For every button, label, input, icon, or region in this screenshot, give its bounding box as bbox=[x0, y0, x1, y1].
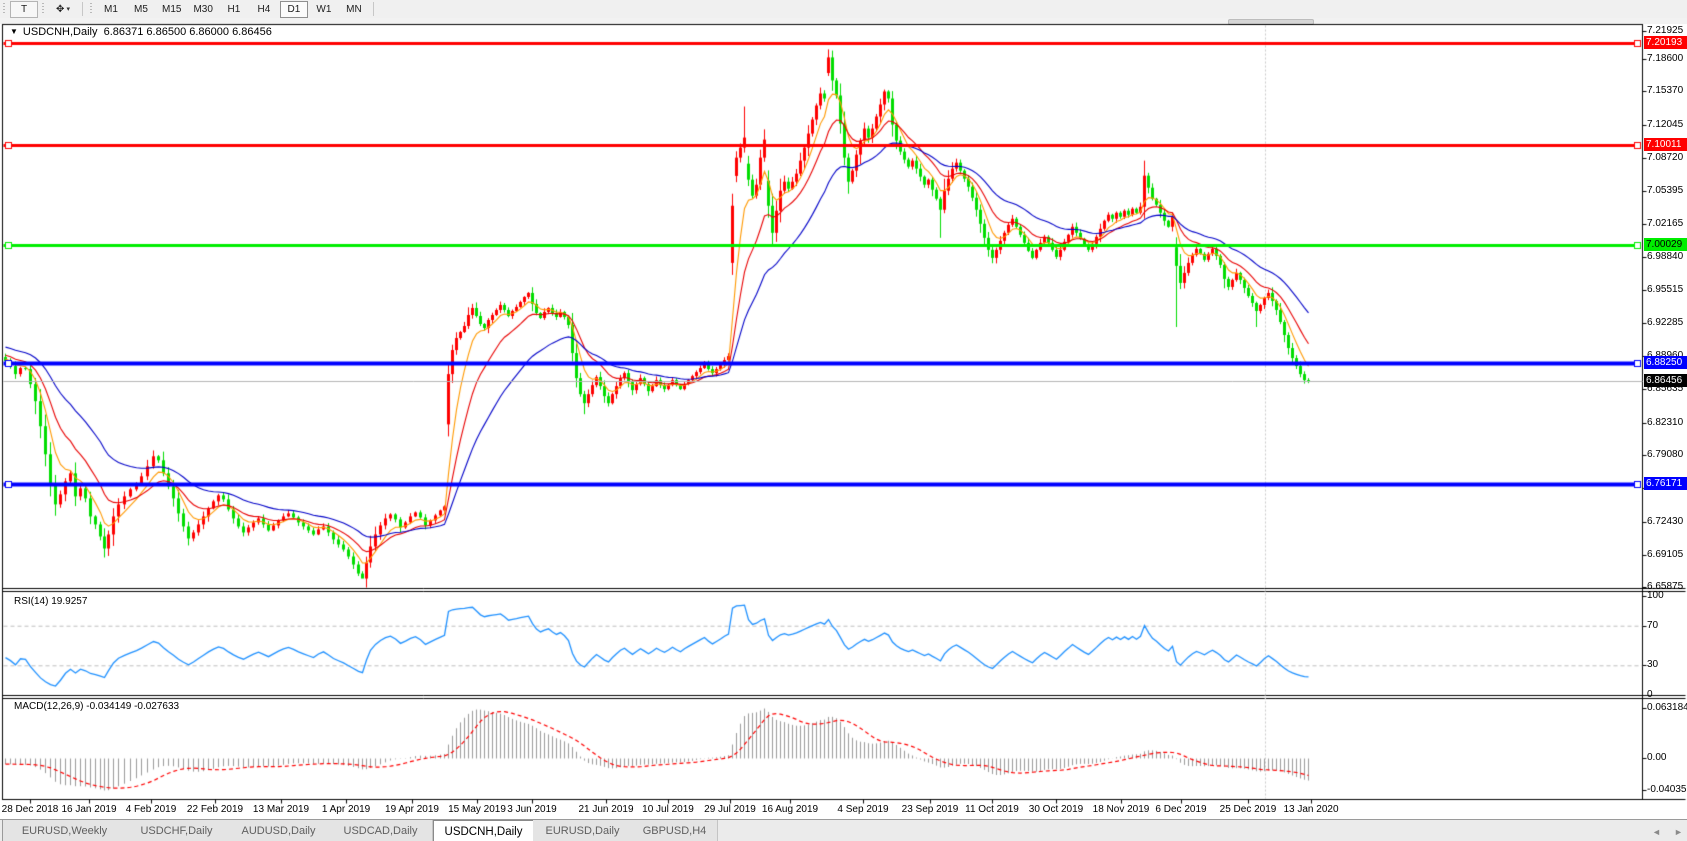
rsi-tick-label: 100 bbox=[1647, 590, 1664, 601]
date-tick-label: 13 Jan 2020 bbox=[1283, 804, 1339, 815]
price-tick-label: 6.85635 bbox=[1647, 383, 1684, 394]
date-tick-label: 4 Sep 2019 bbox=[837, 804, 889, 815]
symbol-dropdown-icon[interactable]: ▼ bbox=[10, 27, 18, 36]
hline-price-badge: 6.76171 bbox=[1644, 477, 1687, 490]
price-tick-label: 7.05395 bbox=[1647, 185, 1684, 196]
macd-indicator-label: MACD(12,26,9) -0.034149 -0.027633 bbox=[14, 701, 179, 712]
rsi-tick-label: 70 bbox=[1647, 620, 1659, 631]
rsi-value: 19.9257 bbox=[51, 596, 88, 607]
tab-scroll-right-icon[interactable]: ► bbox=[1674, 827, 1683, 837]
chart-tab-gbpusd-h4[interactable]: GBPUSD,H4 bbox=[632, 820, 718, 841]
hline-price-badge: 7.00029 bbox=[1644, 238, 1687, 251]
date-tick-label: 22 Feb 2019 bbox=[186, 804, 244, 815]
date-tick-label: 6 Dec 2019 bbox=[1155, 804, 1207, 815]
date-tick-label: 3 Jun 2019 bbox=[507, 804, 557, 815]
date-tick-label: 16 Aug 2019 bbox=[761, 804, 819, 815]
price-tick-label: 6.79080 bbox=[1647, 449, 1684, 460]
hline-price-badge: 7.20193 bbox=[1644, 36, 1687, 49]
current-price-badge: 6.86456 bbox=[1644, 374, 1687, 387]
date-tick-label: 19 Apr 2019 bbox=[385, 804, 439, 815]
date-tick-label: 16 Jan 2019 bbox=[61, 804, 117, 815]
macd-tick-label: 0.063184 bbox=[1647, 702, 1687, 713]
chart-tab-usdcad-daily[interactable]: USDCAD,Daily bbox=[329, 820, 433, 841]
chart-tab-eurusd-weekly[interactable]: EURUSD,Weekly bbox=[2, 820, 127, 841]
hline-price-badge: 7.10011 bbox=[1644, 138, 1687, 151]
price-tick-label: 6.72430 bbox=[1647, 516, 1684, 527]
date-tick-label: 29 Jul 2019 bbox=[704, 804, 756, 815]
price-tick-label: 7.18600 bbox=[1647, 53, 1684, 64]
date-tick-label: 21 Jun 2019 bbox=[578, 804, 634, 815]
chart-tab-usdcnh-daily[interactable]: USDCNH,Daily bbox=[433, 820, 534, 841]
price-tick-label: 6.98840 bbox=[1647, 251, 1684, 262]
date-tick-label: 1 Apr 2019 bbox=[321, 804, 371, 815]
date-tick-label: 10 Jul 2019 bbox=[642, 804, 694, 815]
date-tick-label: 23 Sep 2019 bbox=[901, 804, 959, 815]
chart-tab-audusd-daily[interactable]: AUDUSD,Daily bbox=[228, 820, 330, 841]
macd-tick-label: -0.040355 bbox=[1647, 784, 1687, 795]
price-tick-label: 6.82310 bbox=[1647, 417, 1684, 428]
rsi-name: RSI(14) bbox=[14, 596, 49, 607]
price-tick-label: 7.08720 bbox=[1647, 152, 1684, 163]
chart-tab-usdchf-daily[interactable]: USDCHF,Daily bbox=[125, 820, 229, 841]
price-tick-label: 6.95515 bbox=[1647, 284, 1684, 295]
chart-tab-eurusd-daily[interactable]: EURUSD,Daily bbox=[533, 820, 633, 841]
tab-scroll-left-icon[interactable]: ◄ bbox=[1652, 827, 1661, 837]
price-tick-label: 6.92285 bbox=[1647, 317, 1684, 328]
hline-price-badge: 6.88250 bbox=[1644, 356, 1687, 369]
price-tick-label: 6.69105 bbox=[1647, 549, 1684, 560]
macd-values: -0.034149 -0.027633 bbox=[86, 701, 180, 712]
date-tick-label: 18 Nov 2019 bbox=[1092, 804, 1150, 815]
price-tick-label: 6.88960 bbox=[1647, 350, 1683, 361]
date-tick-label: 28 Dec 2018 bbox=[1, 804, 59, 815]
date-tick-label: 4 Feb 2019 bbox=[125, 804, 177, 815]
ohlc-values: 6.86371 6.86500 6.86000 6.86456 bbox=[103, 26, 272, 38]
date-tick-label: 15 May 2019 bbox=[448, 804, 506, 815]
price-tick-label: 7.15370 bbox=[1647, 85, 1684, 96]
price-tick-label: 7.02165 bbox=[1647, 218, 1684, 229]
chart-title: ▼ USDCNH,Daily 6.86371 6.86500 6.86000 6.… bbox=[10, 26, 272, 38]
rsi-tick-label: 30 bbox=[1647, 659, 1659, 670]
price-tick-label: 7.12045 bbox=[1647, 119, 1684, 130]
chart-tab-bar: EURUSD,Weekly USDCHF,Daily AUDUSD,Daily USD… bbox=[0, 819, 1687, 841]
price-tick-label: 6.65875 bbox=[1647, 581, 1684, 592]
date-tick-label: 25 Dec 2019 bbox=[1219, 804, 1277, 815]
symbol-label: USDCNH,Daily bbox=[22, 26, 98, 38]
date-tick-label: 13 Mar 2019 bbox=[252, 804, 310, 815]
price-tick-label: 7.21925 bbox=[1647, 25, 1684, 36]
date-tick-label: 30 Oct 2019 bbox=[1028, 804, 1084, 815]
date-tick-label: 11 Oct 2019 bbox=[965, 804, 1019, 815]
rsi-tick-label: 0 bbox=[1647, 689, 1653, 700]
rsi-indicator-label: RSI(14) 19.9257 bbox=[14, 596, 87, 607]
macd-name: MACD(12,26,9) bbox=[14, 701, 84, 712]
macd-tick-label: 0.00 bbox=[1647, 752, 1667, 763]
